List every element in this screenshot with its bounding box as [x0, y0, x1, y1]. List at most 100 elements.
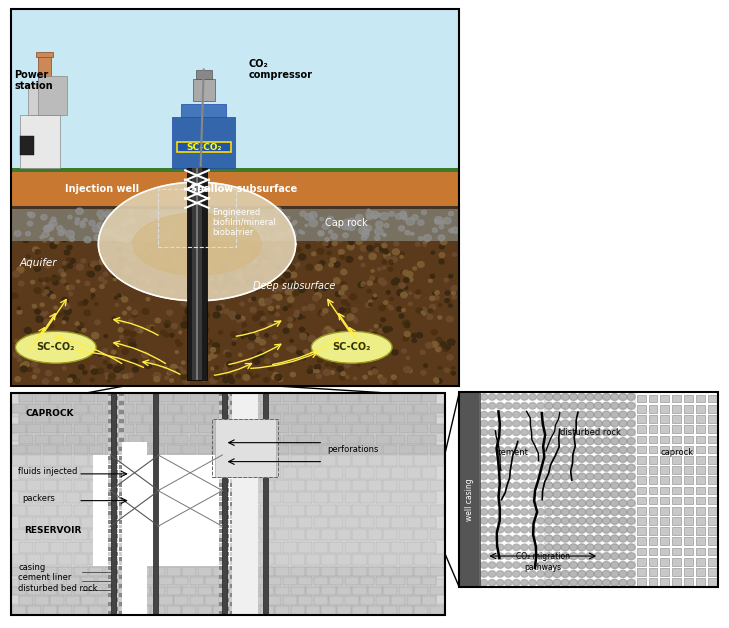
Circle shape — [392, 219, 397, 223]
Circle shape — [537, 474, 545, 480]
Bar — [174, 435, 188, 444]
Bar — [260, 587, 273, 595]
Circle shape — [128, 320, 133, 323]
Bar — [136, 579, 149, 590]
Bar — [260, 425, 273, 433]
Bar — [114, 580, 118, 583]
Circle shape — [125, 238, 129, 241]
Bar — [229, 445, 243, 454]
Bar — [225, 492, 229, 496]
Circle shape — [160, 330, 165, 335]
Bar — [219, 602, 224, 606]
Bar — [119, 488, 124, 492]
Circle shape — [577, 490, 586, 498]
Bar — [114, 470, 118, 474]
Bar — [66, 542, 80, 553]
Circle shape — [203, 237, 208, 242]
Circle shape — [78, 301, 83, 306]
Circle shape — [627, 561, 635, 568]
Bar — [360, 414, 374, 423]
Circle shape — [545, 455, 553, 462]
Bar — [11, 9, 459, 168]
Bar — [313, 597, 328, 605]
Circle shape — [521, 438, 529, 445]
Bar — [696, 538, 705, 545]
Bar — [660, 517, 669, 525]
Circle shape — [438, 316, 442, 319]
Bar — [330, 577, 343, 585]
Bar — [219, 570, 224, 574]
Bar — [114, 414, 118, 419]
Bar — [12, 445, 26, 454]
Bar — [236, 467, 250, 479]
Bar — [114, 598, 118, 602]
Circle shape — [273, 227, 280, 233]
Circle shape — [315, 354, 318, 357]
Bar — [144, 597, 157, 605]
Circle shape — [569, 420, 577, 427]
Circle shape — [55, 377, 59, 381]
Bar — [219, 543, 224, 547]
Bar — [97, 542, 111, 553]
Circle shape — [347, 219, 350, 222]
Circle shape — [216, 215, 222, 222]
Bar — [391, 566, 405, 578]
Circle shape — [97, 222, 104, 229]
Circle shape — [400, 213, 407, 219]
Circle shape — [282, 231, 288, 236]
Circle shape — [70, 258, 75, 263]
Circle shape — [251, 257, 254, 260]
Bar — [219, 502, 224, 506]
Circle shape — [569, 455, 577, 462]
Bar — [111, 392, 117, 615]
Bar — [391, 597, 405, 605]
Circle shape — [496, 447, 504, 453]
Circle shape — [219, 330, 223, 334]
Circle shape — [35, 309, 40, 314]
Bar — [109, 529, 113, 533]
Bar — [122, 441, 147, 615]
Bar — [225, 465, 229, 469]
Circle shape — [104, 257, 106, 261]
Bar — [275, 406, 289, 416]
Bar — [283, 467, 297, 479]
Bar — [684, 436, 693, 443]
Bar — [58, 445, 72, 454]
Bar — [649, 415, 658, 423]
Bar — [313, 418, 328, 429]
Circle shape — [321, 284, 328, 291]
Circle shape — [44, 262, 52, 268]
Bar — [383, 587, 397, 595]
Circle shape — [359, 227, 367, 234]
Circle shape — [561, 420, 569, 427]
Circle shape — [521, 562, 529, 568]
Circle shape — [332, 228, 337, 232]
Circle shape — [40, 303, 44, 306]
Circle shape — [504, 482, 512, 489]
Circle shape — [317, 358, 323, 362]
Circle shape — [40, 236, 44, 239]
Circle shape — [165, 376, 168, 379]
Bar — [12, 529, 26, 541]
Bar — [190, 414, 204, 423]
Bar — [11, 206, 459, 209]
Circle shape — [619, 509, 627, 516]
Bar — [383, 445, 397, 454]
Bar — [114, 420, 118, 423]
Bar — [244, 579, 258, 590]
Bar — [660, 507, 669, 514]
Bar — [213, 430, 227, 441]
Text: CO₂ migration
pathways: CO₂ migration pathways — [515, 552, 570, 571]
Bar — [225, 414, 229, 419]
Text: well casing: well casing — [465, 479, 474, 521]
Bar — [283, 592, 297, 602]
Circle shape — [373, 295, 376, 297]
Circle shape — [537, 500, 545, 506]
Circle shape — [273, 232, 281, 239]
Polygon shape — [133, 213, 261, 275]
Bar — [89, 445, 103, 454]
Bar — [219, 588, 224, 593]
Circle shape — [329, 230, 332, 234]
Bar — [360, 542, 374, 553]
Circle shape — [627, 535, 635, 542]
